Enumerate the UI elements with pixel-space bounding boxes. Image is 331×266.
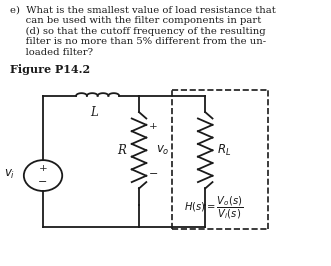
Text: $R_L$: $R_L$	[217, 143, 232, 158]
Text: $v_o$: $v_o$	[156, 144, 169, 157]
Text: loaded filter?: loaded filter?	[10, 48, 93, 57]
Text: +: +	[149, 122, 158, 131]
Text: $v_i$: $v_i$	[4, 168, 16, 181]
Text: +: +	[39, 164, 47, 173]
Text: filter is no more than 5% different from the un-: filter is no more than 5% different from…	[10, 37, 266, 46]
Text: L: L	[90, 106, 98, 119]
Text: R: R	[117, 144, 126, 157]
Text: −: −	[149, 169, 158, 179]
Text: −: −	[38, 177, 48, 187]
Text: can be used with the filter components in part: can be used with the filter components i…	[10, 16, 261, 25]
Text: e)  What is the smallest value of load resistance that: e) What is the smallest value of load re…	[10, 5, 276, 14]
Text: (d) so that the cutoff frequency of the resulting: (d) so that the cutoff frequency of the …	[10, 27, 265, 36]
Text: Figure P14.2: Figure P14.2	[10, 64, 90, 75]
Text: $H(s) = \dfrac{V_o(s)}{V_i(s)}$: $H(s) = \dfrac{V_o(s)}{V_i(s)}$	[184, 194, 243, 221]
